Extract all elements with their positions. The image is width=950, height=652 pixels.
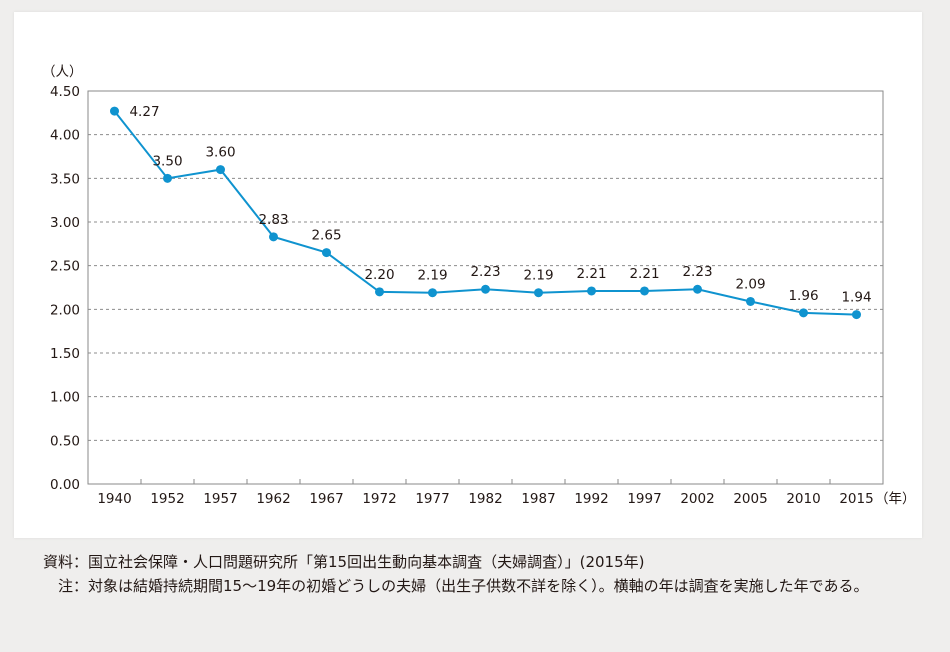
y-axis-unit: （人）: [42, 64, 83, 80]
data-point: [640, 286, 649, 296]
data-point: [269, 232, 278, 242]
data-label: 2.19: [523, 268, 553, 284]
data-point: [322, 248, 331, 258]
data-point: [216, 165, 225, 175]
data-label: 2.19: [417, 268, 447, 284]
y-tick-label: 4.50: [50, 84, 80, 100]
chart-notes: 資料： 国立社会保障・人口問題研究所「第15回出生動向基本調査（夫婦調査）」(2…: [28, 550, 928, 598]
x-tick-label: 1977: [415, 491, 449, 507]
data-label: 2.20: [364, 267, 394, 283]
x-tick-label: 1967: [309, 491, 343, 507]
y-tick-label: 3.50: [50, 171, 80, 187]
data-label: 2.23: [470, 264, 500, 280]
data-label: 2.09: [735, 276, 765, 292]
y-tick-label: 4.00: [50, 128, 80, 144]
y-tick-label: 2.50: [50, 259, 80, 275]
x-tick-label: 2015: [839, 491, 873, 507]
data-point: [693, 284, 702, 294]
data-label: 4.27: [129, 104, 159, 120]
plot-frame: [87, 90, 884, 485]
x-axis-unit: （年）: [875, 491, 916, 507]
data-point: [110, 106, 119, 116]
x-tick-label: 1940: [97, 491, 131, 507]
y-tick-label: 2.00: [50, 302, 80, 318]
line-chart: 0.00 0.50 1.00 1.50 2.00 2.50 3.00 3.50 4.00 4.50…: [42, 64, 916, 507]
x-tick-label: 1992: [574, 491, 608, 507]
x-tick-label: 1972: [362, 491, 396, 507]
data-point: [587, 286, 596, 296]
data-label: 2.21: [629, 266, 659, 282]
x-tick-label: 1957: [203, 491, 237, 507]
data-label: 3.50: [152, 153, 182, 169]
y-tick-label: 0.50: [50, 433, 80, 449]
data-point: [428, 288, 437, 298]
x-tick-label: 1987: [521, 491, 555, 507]
data-label: 2.83: [258, 212, 288, 228]
data-point: [534, 288, 543, 298]
data-label: 2.23: [682, 264, 712, 280]
source-label: 資料：: [42, 553, 88, 571]
y-tick-label: 1.50: [50, 346, 80, 362]
x-tick-label: 1952: [150, 491, 184, 507]
data-point: [375, 287, 384, 297]
x-tick-label: 2002: [680, 491, 714, 507]
data-point: [852, 310, 861, 320]
y-tick-label: 1.00: [50, 390, 80, 406]
x-tick-label: 1997: [627, 491, 661, 507]
source-text: 国立社会保障・人口問題研究所「第15回出生動向基本調査（夫婦調査）」(2015年…: [88, 553, 645, 571]
data-label: 1.94: [841, 290, 871, 306]
data-point: [799, 308, 808, 318]
x-tick-label: 2010: [786, 491, 820, 507]
data-point: [481, 284, 490, 294]
x-tick-label: 2005: [733, 491, 767, 507]
x-tick-label: 1962: [256, 491, 290, 507]
data-label: 1.96: [788, 288, 818, 304]
data-label: 3.60: [205, 145, 235, 161]
data-point: [163, 173, 172, 183]
data-label: 2.65: [311, 228, 341, 244]
data-label: 2.21: [576, 266, 606, 282]
note-text: 対象は結婚持続期間15～19年の初婚どうしの夫婦（出生子供数不詳を除く）。横軸の…: [88, 577, 869, 595]
y-tick-label: 3.00: [50, 215, 80, 231]
chart-panel: 0.00 0.50 1.00 1.50 2.00 2.50 3.00 3.50 4.00 4.50…: [14, 12, 922, 538]
data-point: [746, 296, 755, 306]
note-label: 注：: [57, 577, 88, 595]
y-tick-label: 0.00: [50, 477, 80, 493]
x-tick-label: 1982: [468, 491, 502, 507]
